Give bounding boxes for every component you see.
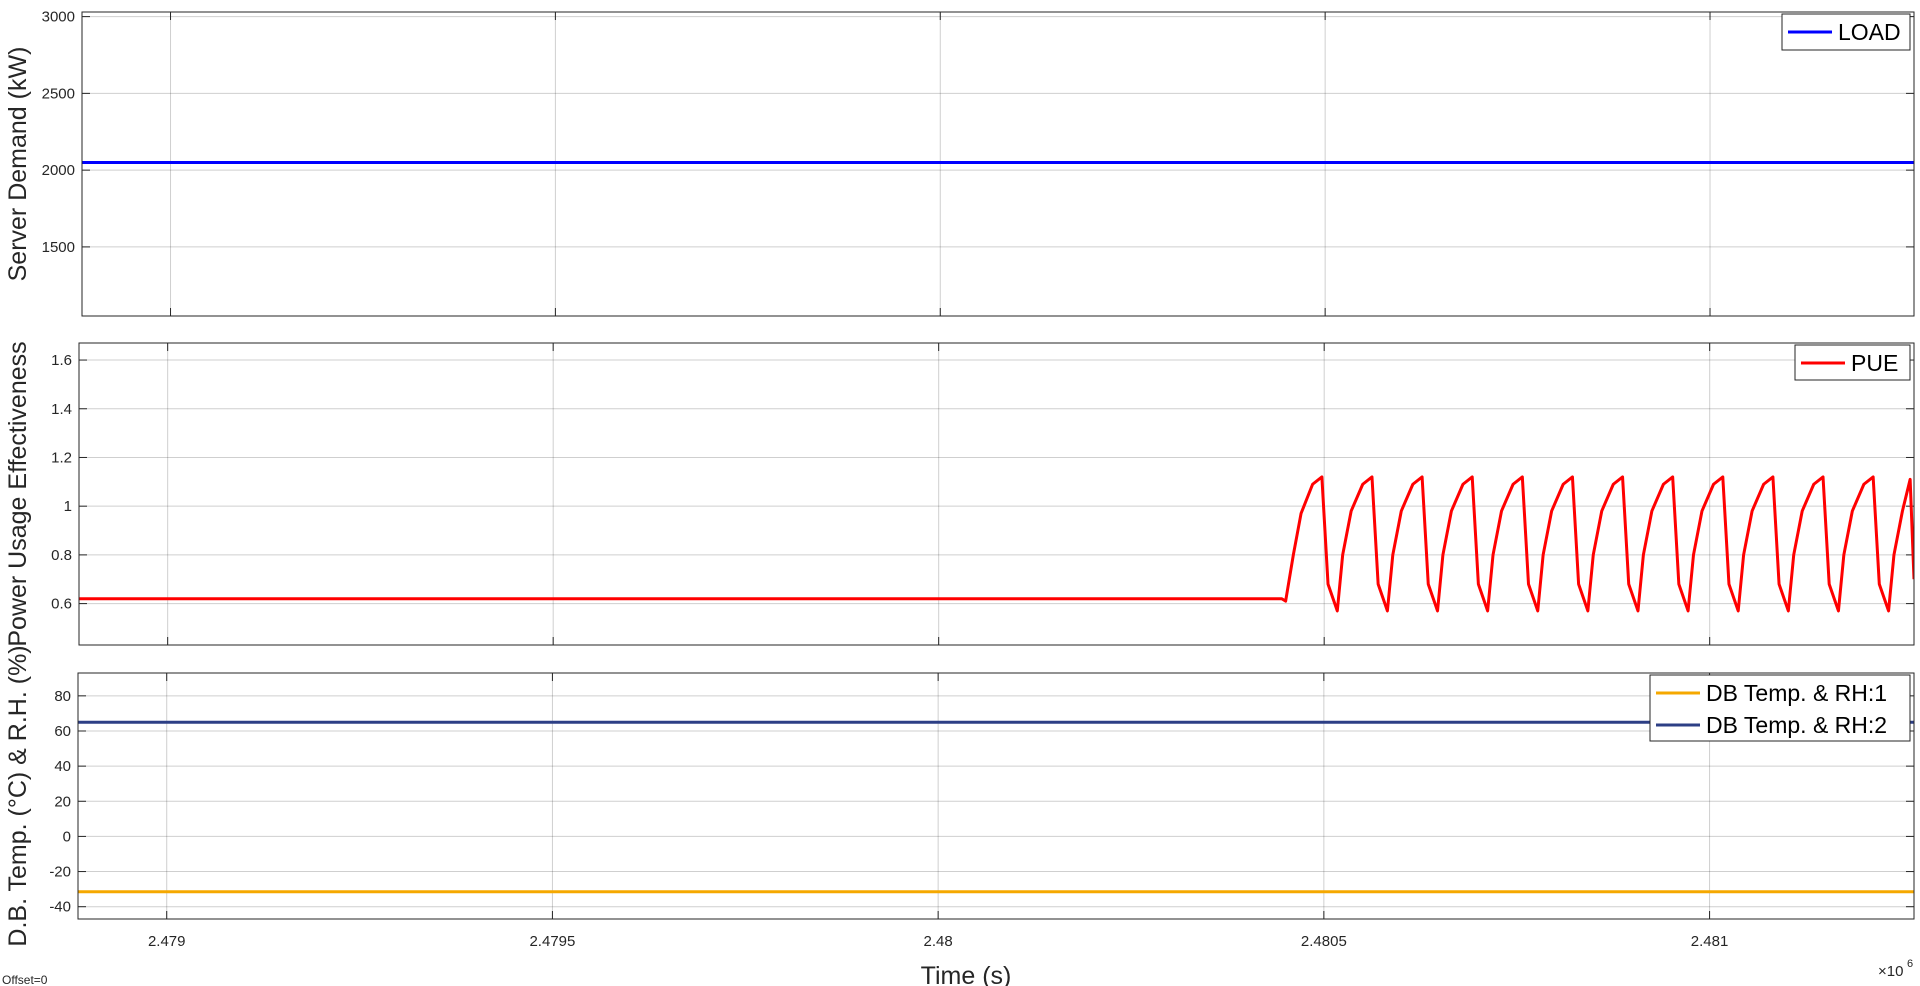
legend-label: DB Temp. & RH:1 bbox=[1706, 680, 1887, 706]
y-tick-label: 1.6 bbox=[51, 352, 72, 369]
axes-box bbox=[78, 342, 1915, 646]
legend-db-temp-rh-2: DB Temp. & RH:2 bbox=[1656, 712, 1887, 738]
panel-server-demand: 1500 2000 2500 3000 LOAD Server Demand (kW) bbox=[4, 9, 1915, 317]
y-tick-label: 0.6 bbox=[51, 596, 72, 613]
plot-area bbox=[82, 12, 1914, 316]
x-tick-label: 2.479 bbox=[148, 933, 186, 950]
x-exponent-value: 6 bbox=[1907, 958, 1913, 970]
legend: LOAD bbox=[1781, 13, 1911, 51]
pue-line bbox=[79, 475, 1914, 613]
axes-box bbox=[77, 672, 1915, 920]
x-exponent-label: ×10 bbox=[1878, 963, 1903, 980]
y-tick-label: 0 bbox=[63, 828, 71, 845]
y-tick-label: 1500 bbox=[42, 239, 75, 256]
y-tick-label: 2000 bbox=[42, 162, 75, 179]
y-tick-label: -20 bbox=[49, 864, 71, 881]
y-tick-label: 40 bbox=[54, 758, 71, 775]
legend-db-temp-rh-1: DB Temp. & RH:1 bbox=[1656, 680, 1887, 706]
x-tick-label: 2.4805 bbox=[1301, 933, 1347, 950]
offset-label: Offset=0 bbox=[2, 973, 48, 986]
legend-box bbox=[1649, 674, 1911, 742]
legend-pue: PUE bbox=[1801, 350, 1898, 376]
y-tick-label: 1 bbox=[64, 498, 72, 515]
legend: PUE bbox=[1794, 344, 1911, 381]
x-tick-label: 2.481 bbox=[1691, 933, 1729, 950]
x-tick-label: 2.48 bbox=[924, 933, 953, 950]
panel-pue: 0.6 0.8 1 1.2 1.4 1.6 PUE Power Usage Effective… bbox=[4, 341, 1915, 647]
y-tick-label: 80 bbox=[54, 688, 71, 705]
x-tick-label: 2.4795 bbox=[529, 933, 575, 950]
legend-label: LOAD bbox=[1838, 19, 1901, 45]
y-tick-label: 2500 bbox=[42, 85, 75, 102]
y-tick-label: 60 bbox=[54, 723, 71, 740]
y-tick-label: 1.4 bbox=[51, 401, 72, 418]
plot-area bbox=[78, 673, 1914, 919]
y-tick-label: -40 bbox=[49, 899, 71, 916]
legend-load: LOAD bbox=[1788, 19, 1901, 45]
y-axis-label-pue: Power Usage Effectiveness bbox=[4, 341, 32, 646]
y-tick-label: 0.8 bbox=[51, 547, 72, 564]
y-axis-label-db-temp-rh: D.B. Temp. (°C) & R.H. (%) bbox=[4, 645, 32, 946]
legend: DB Temp. & RH:1 DB Temp. & RH:2 bbox=[1649, 674, 1911, 742]
legend-label: DB Temp. & RH:2 bbox=[1706, 712, 1887, 738]
y-tick-label: 1.2 bbox=[51, 449, 72, 466]
y-tick-label: 3000 bbox=[42, 9, 75, 26]
axes-box bbox=[81, 11, 1915, 317]
y-tick-label: 20 bbox=[54, 793, 71, 810]
y-axis-label-server-demand: Server Demand (kW) bbox=[4, 47, 32, 282]
legend-label: PUE bbox=[1851, 350, 1898, 376]
x-axis-label: Time (s) bbox=[921, 962, 1012, 986]
